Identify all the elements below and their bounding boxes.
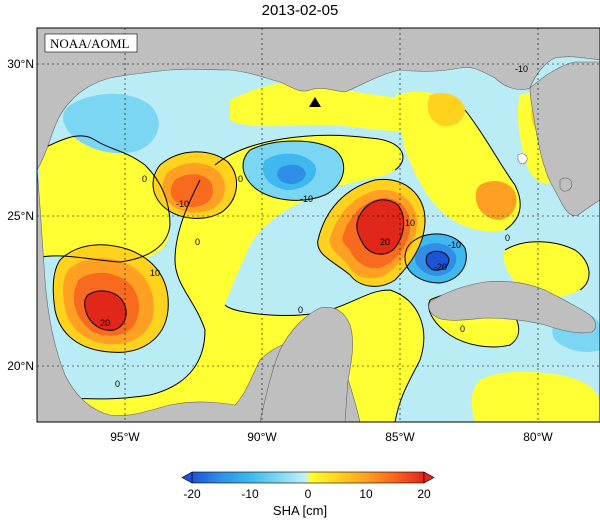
contour-label: 0 — [142, 174, 147, 184]
contour-label: -10 — [448, 240, 461, 250]
map-title: 2013-02-05 — [261, 2, 339, 19]
x-axis-ticks: 95°W 90°W 85°W 80°W — [110, 430, 553, 444]
colorbar: -20 -10 0 10 20 — [181, 471, 435, 501]
contour-label: 0 — [115, 379, 120, 389]
contour-label: 20 — [100, 318, 110, 328]
contour-label: -20 — [434, 262, 447, 272]
contour-label: -10 — [176, 199, 189, 209]
contour-label: 0 — [195, 237, 200, 247]
contour-label: 0 — [238, 174, 243, 184]
contour-label: 0 — [298, 305, 303, 315]
y-axis-ticks: 30°N 25°N 20°N — [7, 57, 34, 373]
contour-label: 20 — [380, 237, 390, 247]
credit-text: NOAA/AOML — [50, 36, 130, 51]
map-panel: 0 0 0 0 0 0 0 10 10 20 20 -10 -10 -10 -1… — [37, 28, 600, 422]
colorbar-gradient — [191, 471, 425, 484]
land-masses — [37, 28, 600, 422]
x-tick-label: 85°W — [385, 430, 415, 444]
contour-label: 0 — [460, 324, 465, 334]
contour-label: 10 — [405, 218, 415, 228]
land-bahamas — [559, 177, 573, 192]
colorbar-tick: -20 — [183, 487, 201, 501]
warm-eddy-north — [153, 151, 237, 219]
x-tick-label: 90°W — [247, 430, 277, 444]
land-usa-gulf-coast — [37, 28, 600, 171]
x-tick-label: 80°W — [523, 430, 553, 444]
land-yucatan — [259, 307, 353, 422]
colorbar-tick: -10 — [241, 487, 259, 501]
colorbar-tick: 10 — [359, 487, 373, 501]
warm-eddy-west — [53, 244, 169, 353]
credit-box: NOAA/AOML — [44, 33, 138, 53]
contour-labels: 0 0 0 0 0 0 0 10 10 20 20 -10 -10 -10 -1… — [100, 64, 528, 389]
y-tick-label: 20°N — [7, 359, 34, 373]
contour-label: -10 — [515, 64, 528, 74]
y-tick-label: 30°N — [7, 57, 34, 71]
contour-label: 10 — [150, 268, 160, 278]
contour-label: -10 — [300, 194, 313, 204]
land-lake-okeechobee — [517, 153, 528, 165]
station-marker-triangle-icon — [309, 97, 321, 107]
x-tick-label: 95°W — [110, 430, 140, 444]
land-cuba — [428, 280, 596, 334]
land-florida — [529, 61, 600, 216]
colorbar-tick: 20 — [417, 487, 431, 501]
grid-lines — [37, 28, 600, 422]
y-tick-label: 25°N — [7, 209, 34, 223]
colorbar-tick: 0 — [305, 487, 312, 501]
colorbar-high-arrow-icon — [423, 471, 435, 484]
contour-label: 0 — [505, 233, 510, 243]
colorbar-low-arrow-icon — [181, 471, 193, 484]
map-frame — [36, 27, 600, 423]
colorbar-label: SHA [cm] — [272, 503, 328, 518]
